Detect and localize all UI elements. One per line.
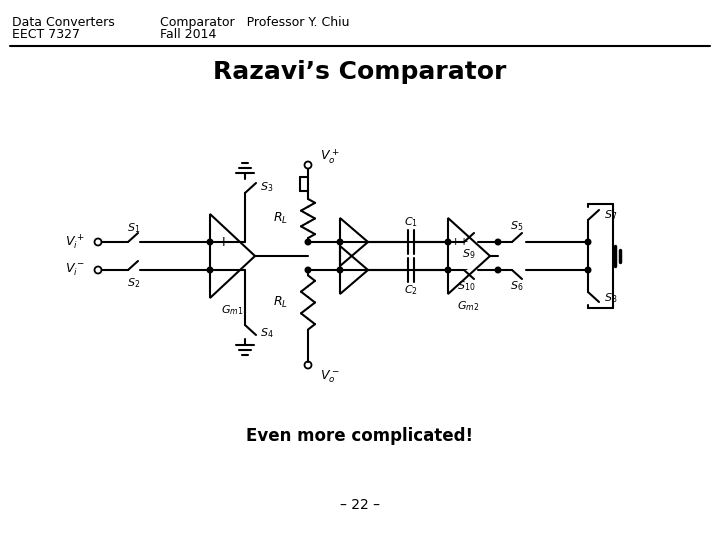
Circle shape — [495, 267, 501, 273]
Text: $G_{m2}$: $G_{m2}$ — [456, 299, 480, 313]
Text: Comparator   Professor Y. Chiu: Comparator Professor Y. Chiu — [160, 16, 349, 29]
Circle shape — [305, 267, 311, 273]
Text: $S_6$: $S_6$ — [510, 279, 523, 293]
Text: $S_4$: $S_4$ — [260, 326, 274, 340]
Text: $C_2$: $C_2$ — [404, 283, 418, 297]
Circle shape — [445, 239, 451, 245]
Circle shape — [207, 267, 213, 273]
Circle shape — [337, 239, 343, 245]
Text: – 22 –: – 22 – — [340, 498, 380, 512]
Text: $V_i^-$: $V_i^-$ — [65, 262, 84, 278]
Circle shape — [495, 239, 501, 245]
Text: $V_o^+$: $V_o^+$ — [320, 147, 340, 166]
Text: $V_i^+$: $V_i^+$ — [65, 233, 84, 252]
Text: $S_8$: $S_8$ — [604, 291, 618, 305]
Text: $S_{10}$: $S_{10}$ — [456, 279, 475, 293]
Text: $R_L$: $R_L$ — [273, 211, 288, 226]
Circle shape — [445, 267, 451, 273]
Circle shape — [337, 267, 343, 273]
Text: −−: −− — [451, 265, 469, 275]
Text: $C_1$: $C_1$ — [404, 215, 418, 229]
Circle shape — [585, 239, 591, 245]
Text: Razavi’s Comparator: Razavi’s Comparator — [213, 60, 507, 84]
Text: $S_9$: $S_9$ — [462, 247, 476, 261]
Circle shape — [305, 239, 311, 245]
Text: ++: ++ — [451, 237, 469, 247]
Text: Data Converters: Data Converters — [12, 16, 114, 29]
Circle shape — [207, 239, 213, 245]
Circle shape — [585, 267, 591, 273]
Text: +: + — [217, 235, 229, 249]
Text: −: − — [217, 263, 229, 277]
Text: EECT 7327: EECT 7327 — [12, 28, 80, 41]
Text: $S_2$: $S_2$ — [127, 276, 140, 290]
Text: $R_L$: $R_L$ — [273, 295, 288, 310]
Text: Even more complicated!: Even more complicated! — [246, 427, 474, 445]
Text: $V_o^-$: $V_o^-$ — [320, 369, 340, 385]
Text: $S_3$: $S_3$ — [260, 180, 274, 194]
Text: $G_{m1}$: $G_{m1}$ — [221, 303, 243, 317]
Text: $S_1$: $S_1$ — [127, 221, 140, 235]
Text: $S_5$: $S_5$ — [510, 219, 523, 233]
Text: $S_7$: $S_7$ — [604, 208, 617, 222]
Text: Fall 2014: Fall 2014 — [160, 28, 217, 41]
